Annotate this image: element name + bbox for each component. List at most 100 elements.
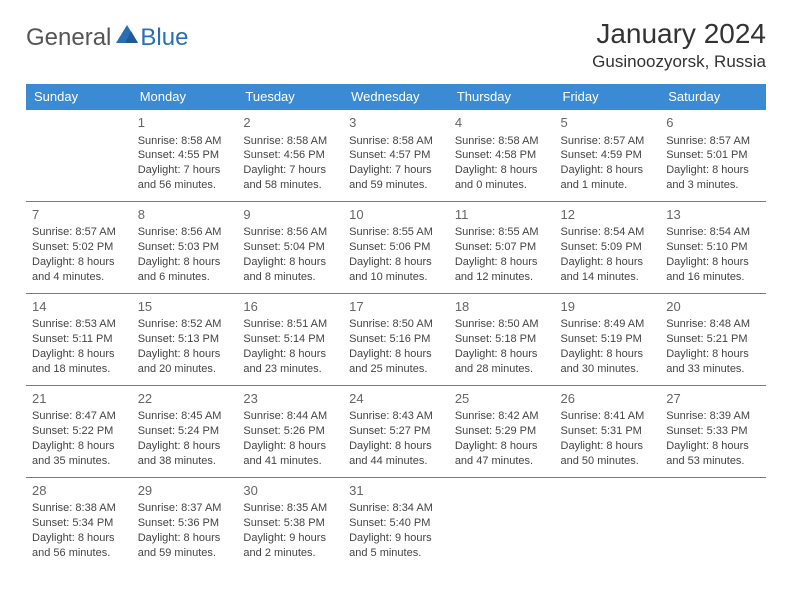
calendar-cell: 25Sunrise: 8:42 AMSunset: 5:29 PMDayligh… xyxy=(449,385,555,477)
day-number: 23 xyxy=(243,390,337,408)
day-number: 28 xyxy=(32,482,126,500)
daylight-line: Daylight: 8 hours and 12 minutes. xyxy=(455,255,549,285)
sunset-line: Sunset: 5:24 PM xyxy=(138,424,232,439)
sunset-line: Sunset: 5:19 PM xyxy=(561,332,655,347)
daylight-line: Daylight: 8 hours and 50 minutes. xyxy=(561,439,655,469)
sunrise-line: Sunrise: 8:56 AM xyxy=(243,225,337,240)
calendar-cell xyxy=(555,477,661,568)
sunset-line: Sunset: 4:55 PM xyxy=(138,148,232,163)
sunrise-line: Sunrise: 8:38 AM xyxy=(32,501,126,516)
sunrise-line: Sunrise: 8:41 AM xyxy=(561,409,655,424)
day-number: 21 xyxy=(32,390,126,408)
calendar-cell: 10Sunrise: 8:55 AMSunset: 5:06 PMDayligh… xyxy=(343,201,449,293)
sunset-line: Sunset: 5:29 PM xyxy=(455,424,549,439)
calendar-cell: 8Sunrise: 8:56 AMSunset: 5:03 PMDaylight… xyxy=(132,201,238,293)
calendar-cell: 9Sunrise: 8:56 AMSunset: 5:04 PMDaylight… xyxy=(237,201,343,293)
day-number: 18 xyxy=(455,298,549,316)
daylight-line: Daylight: 8 hours and 41 minutes. xyxy=(243,439,337,469)
daylight-line: Daylight: 7 hours and 56 minutes. xyxy=(138,163,232,193)
sunset-line: Sunset: 5:31 PM xyxy=(561,424,655,439)
daylight-line: Daylight: 8 hours and 23 minutes. xyxy=(243,347,337,377)
sunrise-line: Sunrise: 8:57 AM xyxy=(32,225,126,240)
sunrise-line: Sunrise: 8:49 AM xyxy=(561,317,655,332)
day-number: 11 xyxy=(455,206,549,224)
day-number: 17 xyxy=(349,298,443,316)
day-number: 29 xyxy=(138,482,232,500)
calendar-row: 7Sunrise: 8:57 AMSunset: 5:02 PM Daylight… xyxy=(26,201,766,293)
daylight-line: Daylight: 8 hours and 47 minutes. xyxy=(455,439,549,469)
sunset-line: Sunset: 5:06 PM xyxy=(349,240,443,255)
sunrise-line: Sunrise: 8:58 AM xyxy=(243,134,337,149)
calendar-cell: 11Sunrise: 8:55 AMSunset: 5:07 PMDayligh… xyxy=(449,201,555,293)
calendar-cell: 12Sunrise: 8:54 AMSunset: 5:09 PMDayligh… xyxy=(555,201,661,293)
weekday-header-row: Sunday Monday Tuesday Wednesday Thursday… xyxy=(26,84,766,110)
calendar-cell: 14Sunrise: 8:53 AMSunset: 5:11 PMDayligh… xyxy=(26,293,132,385)
calendar-cell: 19Sunrise: 8:49 AMSunset: 5:19 PMDayligh… xyxy=(555,293,661,385)
calendar-row: 14Sunrise: 8:53 AMSunset: 5:11 PMDayligh… xyxy=(26,293,766,385)
sunset-line: Sunset: 5:22 PM xyxy=(32,424,126,439)
calendar-cell: 24Sunrise: 8:43 AMSunset: 5:27 PMDayligh… xyxy=(343,385,449,477)
logo-text-gray: General xyxy=(26,24,111,52)
logo: General Blue xyxy=(26,24,188,52)
daylight-line: Daylight: 8 hours and 3 minutes. xyxy=(666,163,760,193)
sunrise-line: Sunrise: 8:56 AM xyxy=(138,225,232,240)
sunrise-line: Sunrise: 8:58 AM xyxy=(349,134,443,149)
day-number: 19 xyxy=(561,298,655,316)
calendar-cell: 23Sunrise: 8:44 AMSunset: 5:26 PMDayligh… xyxy=(237,385,343,477)
daylight-line: Daylight: 8 hours and 56 minutes. xyxy=(32,531,126,561)
calendar-cell: 2Sunrise: 8:58 AMSunset: 4:56 PMDaylight… xyxy=(237,110,343,202)
calendar-cell: 26Sunrise: 8:41 AMSunset: 5:31 PMDayligh… xyxy=(555,385,661,477)
day-number: 15 xyxy=(138,298,232,316)
sunset-line: Sunset: 4:58 PM xyxy=(455,148,549,163)
sunrise-line: Sunrise: 8:51 AM xyxy=(243,317,337,332)
daylight-line: Daylight: 7 hours and 59 minutes. xyxy=(349,163,443,193)
day-number: 12 xyxy=(561,206,655,224)
day-number: 7 xyxy=(32,206,126,224)
calendar-cell: 6Sunrise: 8:57 AMSunset: 5:01 PMDaylight… xyxy=(660,110,766,202)
day-number: 27 xyxy=(666,390,760,408)
sunset-line: Sunset: 5:27 PM xyxy=(349,424,443,439)
daylight-line: Daylight: 7 hours and 58 minutes. xyxy=(243,163,337,193)
daylight-line: Daylight: 8 hours and 28 minutes. xyxy=(455,347,549,377)
sunset-line: Sunset: 5:14 PM xyxy=(243,332,337,347)
daylight-line: Daylight: 8 hours and 25 minutes. xyxy=(349,347,443,377)
calendar-body: 1Sunrise: 8:58 AMSunset: 4:55 PMDaylight… xyxy=(26,110,766,569)
sunrise-line: Sunrise: 8:37 AM xyxy=(138,501,232,516)
sunrise-line: Sunrise: 8:35 AM xyxy=(243,501,337,516)
sunrise-line: Sunrise: 8:39 AM xyxy=(666,409,760,424)
daylight-line: Daylight: 8 hours and 16 minutes. xyxy=(666,255,760,285)
day-number: 10 xyxy=(349,206,443,224)
calendar-cell: 29Sunrise: 8:37 AMSunset: 5:36 PMDayligh… xyxy=(132,477,238,568)
calendar-row: 21Sunrise: 8:47 AMSunset: 5:22 PMDayligh… xyxy=(26,385,766,477)
daylight-line: Daylight: 8 hours and 59 minutes. xyxy=(138,531,232,561)
calendar-cell: 15Sunrise: 8:52 AMSunset: 5:13 PMDayligh… xyxy=(132,293,238,385)
day-number: 3 xyxy=(349,114,443,132)
day-number: 24 xyxy=(349,390,443,408)
sunset-line: Sunset: 5:03 PM xyxy=(138,240,232,255)
day-number: 30 xyxy=(243,482,337,500)
day-number: 1 xyxy=(138,114,232,132)
sunset-line: Sunset: 5:16 PM xyxy=(349,332,443,347)
sunset-line: Sunset: 4:59 PM xyxy=(561,148,655,163)
sunset-line: Sunset: 5:10 PM xyxy=(666,240,760,255)
calendar-cell: 13Sunrise: 8:54 AMSunset: 5:10 PMDayligh… xyxy=(660,201,766,293)
sunset-line: Sunset: 5:02 PM xyxy=(32,240,126,255)
daylight-line: Daylight: 8 hours and 20 minutes. xyxy=(138,347,232,377)
sunrise-line: Sunrise: 8:43 AM xyxy=(349,409,443,424)
calendar-cell: 4Sunrise: 8:58 AMSunset: 4:58 PMDaylight… xyxy=(449,110,555,202)
day-number: 22 xyxy=(138,390,232,408)
daylight-line: Daylight: 8 hours and 6 minutes. xyxy=(138,255,232,285)
weekday-header: Sunday xyxy=(26,84,132,110)
calendar-cell: 27Sunrise: 8:39 AMSunset: 5:33 PMDayligh… xyxy=(660,385,766,477)
sunrise-line: Sunrise: 8:52 AM xyxy=(138,317,232,332)
calendar-cell: 21Sunrise: 8:47 AMSunset: 5:22 PMDayligh… xyxy=(26,385,132,477)
sunrise-line: Sunrise: 8:45 AM xyxy=(138,409,232,424)
sunrise-line: Sunrise: 8:42 AM xyxy=(455,409,549,424)
day-number: 13 xyxy=(666,206,760,224)
sunset-line: Sunset: 5:40 PM xyxy=(349,516,443,531)
sunset-line: Sunset: 5:21 PM xyxy=(666,332,760,347)
weekday-header: Monday xyxy=(132,84,238,110)
daylight-line: Daylight: 8 hours and 33 minutes. xyxy=(666,347,760,377)
calendar-cell: 3Sunrise: 8:58 AMSunset: 4:57 PMDaylight… xyxy=(343,110,449,202)
logo-triangle-icon xyxy=(116,25,138,43)
